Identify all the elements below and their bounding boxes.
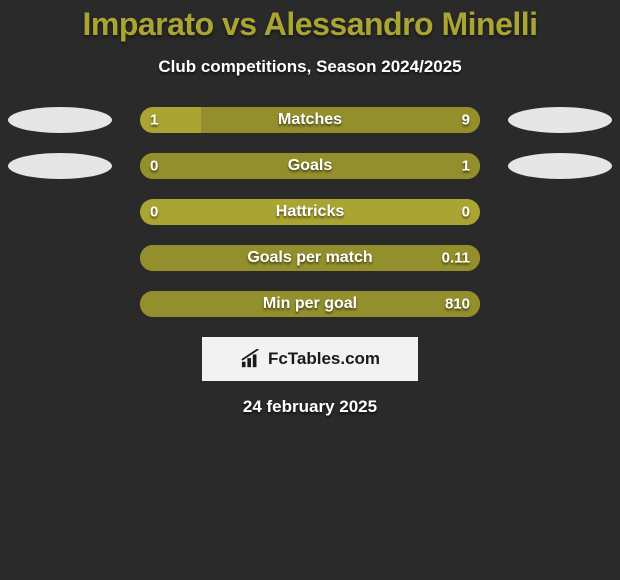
stat-bar: 0 1 Goals [140, 153, 480, 179]
stat-value-left: 0 [150, 158, 158, 175]
stat-value-right: 810 [445, 296, 470, 313]
stat-row: 0.11 Goals per match [0, 245, 620, 271]
stat-bar: 810 Min per goal [140, 291, 480, 317]
right-ellipse [508, 107, 612, 133]
stat-value-right: 0 [462, 204, 470, 221]
stat-value-right: 0.11 [442, 250, 470, 267]
stat-row: 810 Min per goal [0, 291, 620, 317]
stat-value-right: 9 [462, 112, 470, 129]
stat-label: Matches [278, 111, 342, 129]
date-text: 24 february 2025 [0, 397, 620, 417]
stat-row: 0 1 Goals [0, 153, 620, 179]
stat-label: Goals [288, 157, 332, 175]
stat-row: 1 9 Matches [0, 107, 620, 133]
subtitle: Club competitions, Season 2024/2025 [0, 57, 620, 77]
left-ellipse [8, 107, 112, 133]
left-ellipse [8, 153, 112, 179]
stat-bar: 0.11 Goals per match [140, 245, 480, 271]
stat-bar: 0 0 Hattricks [140, 199, 480, 225]
right-ellipse [508, 153, 612, 179]
bar-chart-icon [240, 349, 262, 369]
site-logo: FcTables.com [202, 337, 418, 381]
stat-label: Goals per match [247, 249, 372, 267]
stat-value-left: 0 [150, 204, 158, 221]
stat-value-left: 1 [150, 112, 158, 129]
page-title: Imparato vs Alessandro Minelli [0, 6, 620, 43]
comparison-card: Imparato vs Alessandro Minelli Club comp… [0, 0, 620, 417]
logo-text: FcTables.com [268, 349, 380, 369]
stat-bar: 1 9 Matches [140, 107, 480, 133]
stat-label: Min per goal [263, 295, 357, 313]
stat-row: 0 0 Hattricks [0, 199, 620, 225]
stats-rows: 1 9 Matches 0 1 Goals 0 0 Hattricks 0.11 Goals per… [0, 107, 620, 317]
stat-label: Hattricks [276, 203, 344, 221]
stat-value-right: 1 [462, 158, 470, 175]
